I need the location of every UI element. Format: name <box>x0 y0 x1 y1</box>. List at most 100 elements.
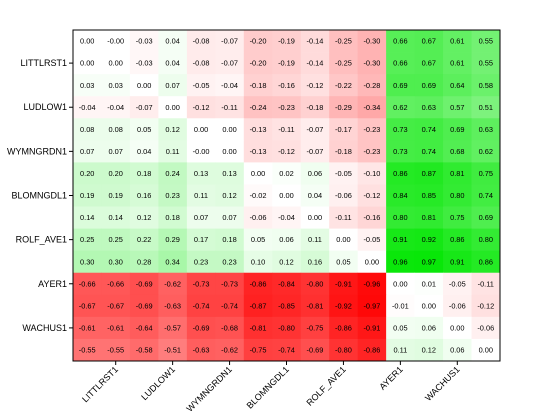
cell-value-label: 0.24 <box>165 169 179 178</box>
heatmap-cell <box>101 250 131 274</box>
cell-value-label: 0.04 <box>308 191 322 200</box>
heatmap-cell <box>158 52 188 75</box>
heatmap-cell <box>471 250 501 274</box>
cell-value-label: -0.05 <box>363 235 380 244</box>
heatmap-cell <box>471 52 501 75</box>
cell-value-label: 0.07 <box>165 81 179 90</box>
heatmap-cell <box>386 206 415 229</box>
heatmap-cell <box>101 96 131 119</box>
cell-value-label: -0.63 <box>164 301 181 310</box>
heatmap-cell <box>386 162 415 185</box>
cell-value-label: 0.03 <box>80 81 94 90</box>
cell-value-label: 0.80 <box>479 235 493 244</box>
heatmap-cell <box>186 74 216 97</box>
heatmap-cell <box>414 162 444 185</box>
cell-value-label: 0.73 <box>393 147 407 156</box>
heatmap-cell <box>158 206 188 229</box>
heatmap-cell <box>329 96 359 119</box>
cell-value-label: 0.00 <box>336 235 350 244</box>
heatmap-cell <box>129 30 159 53</box>
cell-value-label: -0.66 <box>79 279 96 288</box>
cell-value-label: -0.12 <box>307 81 324 90</box>
heatmap-cell <box>272 52 302 75</box>
cell-value-label: 0.12 <box>422 346 436 355</box>
cell-value-label: 0.84 <box>393 191 407 200</box>
heatmap-cell <box>129 162 159 185</box>
cell-value-label: 0.67 <box>422 59 436 68</box>
cell-value-label: 0.55 <box>479 59 493 68</box>
heatmap-cell <box>443 250 472 274</box>
cell-value-label: -0.00 <box>107 37 124 46</box>
cell-value-label: 0.00 <box>80 59 94 68</box>
heatmap-cell <box>414 316 444 340</box>
cell-value-label: 0.96 <box>393 257 407 266</box>
heatmap-cell <box>186 140 216 163</box>
heatmap-cell <box>443 338 472 362</box>
heatmap-cell <box>471 228 501 252</box>
cell-value-label: -0.06 <box>250 213 267 222</box>
cell-value-label: 0.67 <box>422 37 436 46</box>
x-tick-label: ROLF_AVE1 <box>304 364 347 407</box>
cell-value-label: -0.16 <box>363 213 380 222</box>
cell-value-label: 0.00 <box>251 169 265 178</box>
cell-value-label: 0.63 <box>422 103 436 112</box>
heatmap-cell <box>129 250 159 274</box>
cell-value-label: 0.08 <box>80 125 94 134</box>
y-tick-label: AYER1 <box>38 279 67 289</box>
cell-value-label: -0.75 <box>307 324 324 333</box>
cell-value-label: 0.69 <box>393 81 407 90</box>
heatmap-cell <box>300 316 330 340</box>
heatmap-cell <box>414 118 444 141</box>
heatmap-cell <box>129 96 159 119</box>
cell-value-label: -0.85 <box>278 301 295 310</box>
heatmap-cell <box>414 228 444 252</box>
cell-value-label: 0.06 <box>450 346 464 355</box>
heatmap-cell <box>101 294 131 318</box>
heatmap-cell <box>272 338 302 362</box>
heatmap-cell <box>357 338 387 362</box>
cell-value-label: -0.22 <box>335 81 352 90</box>
cell-value-label: -0.08 <box>193 37 210 46</box>
heatmap-cell <box>186 294 216 318</box>
heatmap-cell <box>129 228 159 252</box>
heatmap-cell <box>443 272 472 296</box>
cell-value-label: 0.25 <box>80 235 94 244</box>
cell-value-label: 0.62 <box>393 103 407 112</box>
cell-value-label: 0.74 <box>422 147 436 156</box>
cell-value-label: 0.19 <box>80 191 94 200</box>
heatmap-cell <box>386 184 415 207</box>
heatmap-cell <box>215 162 245 185</box>
heatmap-cell <box>73 250 102 274</box>
heatmap-cell <box>215 338 245 362</box>
cell-value-label: 0.00 <box>365 257 379 266</box>
cell-value-label: 0.13 <box>194 169 208 178</box>
heatmap-cell <box>414 294 444 318</box>
cell-value-label: -0.92 <box>335 301 352 310</box>
heatmap-cell <box>300 184 330 207</box>
cell-value-label: 0.29 <box>165 235 179 244</box>
heatmap-cell <box>329 52 359 75</box>
heatmap-cell <box>329 30 359 53</box>
heatmap-cell <box>101 338 131 362</box>
cell-value-label: 0.12 <box>165 125 179 134</box>
cell-value-label: -0.96 <box>363 279 380 288</box>
heatmap-cell <box>243 272 273 296</box>
x-tick-label: LUDLOW1 <box>139 364 177 402</box>
cell-value-label: -0.00 <box>193 147 210 156</box>
heatmap-cell <box>272 118 302 141</box>
cell-value-label: -0.84 <box>278 279 295 288</box>
heatmap-cell <box>443 162 472 185</box>
heatmap-cell <box>73 272 102 296</box>
heatmap-cell <box>386 250 415 274</box>
cell-value-label: -0.20 <box>250 37 267 46</box>
heatmap-cell <box>243 228 273 252</box>
cell-value-label: 0.30 <box>80 257 94 266</box>
cell-value-label: -0.91 <box>335 279 352 288</box>
heatmap-cell <box>471 140 501 163</box>
heatmap-cell <box>471 162 501 185</box>
cell-value-label: -0.08 <box>193 59 210 68</box>
heatmap-cell <box>101 140 131 163</box>
x-tick-label: AYER1 <box>377 364 404 391</box>
heatmap-cell <box>386 272 415 296</box>
cell-value-label: -0.04 <box>79 103 96 112</box>
